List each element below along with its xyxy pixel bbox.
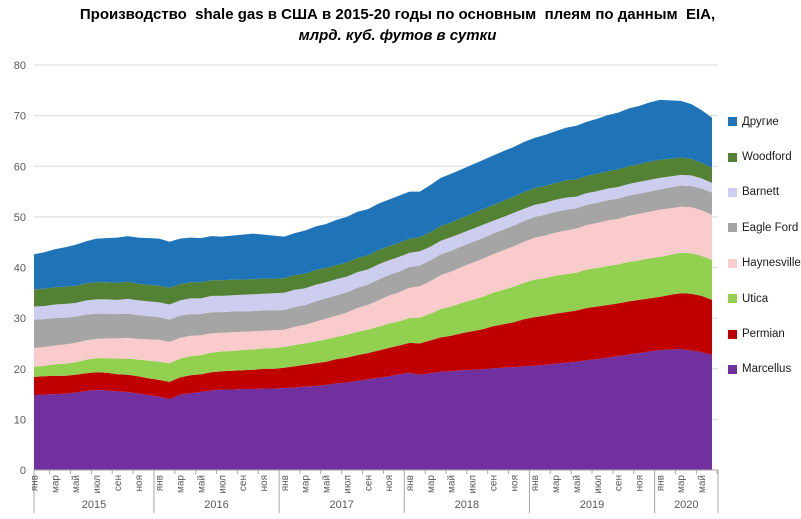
year-label: 2017 (329, 499, 353, 511)
legend-item-utica: Utica (728, 281, 800, 316)
x-month-label: май (572, 475, 583, 493)
chart-subtitle: млрд. куб. футов в сутки (298, 27, 497, 44)
x-month-label: ноя (634, 475, 645, 492)
legend-item-другие: Другие (728, 104, 800, 139)
x-month-label: янв (530, 475, 541, 491)
legend-swatch-icon (728, 117, 737, 127)
area-barnett (34, 174, 712, 320)
x-month-label: июл (342, 475, 353, 494)
x-month-label: ноя (134, 475, 145, 492)
x-month-label: мар (551, 475, 562, 493)
year-label: 2016 (204, 499, 228, 511)
x-month-label: июл (217, 475, 228, 494)
x-month-label: май (322, 475, 333, 493)
chart-legend: Другие Woodford Barnett Eagle Ford Haynesvil… (728, 104, 801, 387)
y-tick-label: 0 (20, 465, 26, 477)
legend-item-barnett: Barnett (728, 175, 800, 210)
legend-item-marcellus: Marcellus (728, 352, 800, 387)
area-other (34, 99, 712, 290)
x-month-label: сен (238, 475, 249, 491)
chart-title: Производство shale gas в США в 2015-20 г… (79, 6, 716, 23)
x-month-label: май (447, 475, 458, 493)
legend-label: Barnett (742, 186, 780, 199)
x-month-label: янв (280, 475, 291, 491)
x-month-label: ноя (259, 475, 270, 492)
x-month-label: мар (176, 475, 187, 493)
area-haynesville (34, 206, 712, 367)
legend-label: Haynesville (742, 257, 801, 270)
legend-label: Eagle Ford (742, 221, 799, 234)
y-tick-label: 20 (14, 364, 26, 376)
x-month-label: янв (405, 475, 416, 491)
legend-item-eagle-ford: Eagle Ford (728, 210, 800, 245)
y-tick-label: 80 (14, 60, 26, 72)
legend-swatch-icon (728, 152, 737, 162)
legend-item-woodford: Woodford (728, 139, 800, 174)
y-tick-label: 60 (14, 161, 26, 173)
area-utica (34, 252, 712, 382)
x-month-label: ноя (509, 475, 520, 492)
year-label: 2020 (674, 499, 698, 511)
legend-item-haynesville: Haynesville (728, 246, 801, 281)
y-tick-label: 10 (14, 414, 26, 426)
x-month-label: сен (363, 475, 374, 491)
x-month-label: ноя (384, 475, 395, 492)
legend-swatch-icon (728, 329, 737, 339)
x-month-label: мар (676, 475, 687, 493)
x-month-label: июл (92, 475, 103, 494)
x-month-label: июл (593, 475, 604, 494)
y-tick-label: 50 (14, 212, 26, 224)
x-month-label: сен (614, 475, 625, 491)
x-month-label: сен (113, 475, 124, 491)
x-month-label: май (71, 475, 82, 493)
x-month-label: янв (30, 475, 41, 491)
legend-swatch-icon (728, 223, 737, 233)
legend-label: Permian (742, 328, 785, 341)
x-month-label: мар (50, 475, 61, 493)
legend-label: Utica (742, 292, 769, 305)
area-woodford (34, 157, 712, 307)
x-month-label: мар (426, 475, 437, 493)
year-label: 2015 (82, 499, 106, 511)
legend-label: Другие (742, 115, 779, 128)
legend-swatch-icon (728, 364, 737, 374)
x-month-label: янв (155, 475, 166, 491)
x-month-label: сен (488, 475, 499, 491)
y-tick-label: 40 (14, 263, 26, 275)
y-tick-label: 30 (14, 313, 26, 325)
area-eagle-ford (34, 185, 712, 348)
year-label: 2019 (580, 499, 604, 511)
legend-label: Marcellus (742, 363, 792, 376)
x-month-label: май (697, 475, 708, 493)
x-month-label: июл (468, 475, 479, 494)
legend-swatch-icon (728, 294, 737, 304)
area-permian (34, 293, 712, 400)
y-tick-label: 70 (14, 111, 26, 123)
x-month-label: янв (655, 475, 666, 491)
x-month-label: мар (301, 475, 312, 493)
legend-label: Woodford (742, 151, 792, 164)
legend-item-permian: Permian (728, 316, 800, 351)
legend-swatch-icon (728, 187, 737, 197)
year-label: 2018 (455, 499, 479, 511)
area-marcellus (34, 349, 712, 470)
legend-swatch-icon (728, 258, 737, 268)
x-month-label: май (196, 475, 207, 493)
